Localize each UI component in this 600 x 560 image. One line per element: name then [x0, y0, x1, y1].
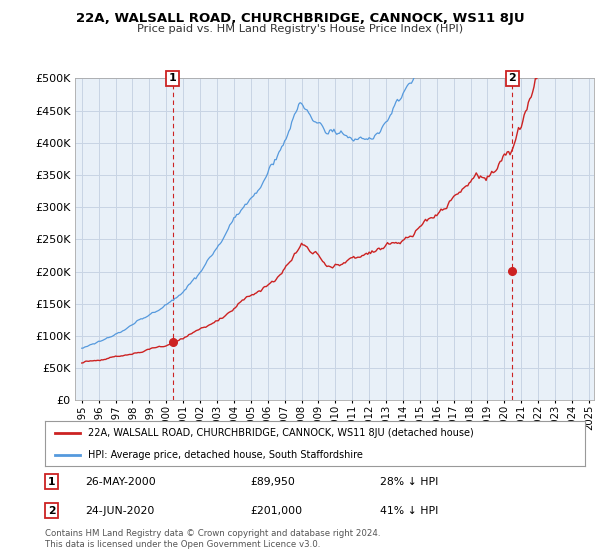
Text: 22A, WALSALL ROAD, CHURCHBRIDGE, CANNOCK, WS11 8JU (detached house): 22A, WALSALL ROAD, CHURCHBRIDGE, CANNOCK… [88, 428, 474, 438]
Text: £201,000: £201,000 [250, 506, 302, 516]
Text: HPI: Average price, detached house, South Staffordshire: HPI: Average price, detached house, Sout… [88, 450, 363, 460]
Text: 28% ↓ HPI: 28% ↓ HPI [380, 477, 438, 487]
Text: £89,950: £89,950 [250, 477, 295, 487]
Text: 1: 1 [169, 73, 176, 83]
Text: 22A, WALSALL ROAD, CHURCHBRIDGE, CANNOCK, WS11 8JU: 22A, WALSALL ROAD, CHURCHBRIDGE, CANNOCK… [76, 12, 524, 25]
Text: Contains HM Land Registry data © Crown copyright and database right 2024.
This d: Contains HM Land Registry data © Crown c… [45, 529, 380, 549]
Text: 2: 2 [508, 73, 516, 83]
Text: Price paid vs. HM Land Registry's House Price Index (HPI): Price paid vs. HM Land Registry's House … [137, 24, 463, 34]
Text: 1: 1 [48, 477, 55, 487]
Text: 41% ↓ HPI: 41% ↓ HPI [380, 506, 438, 516]
Text: 26-MAY-2000: 26-MAY-2000 [86, 477, 156, 487]
Text: 24-JUN-2020: 24-JUN-2020 [86, 506, 155, 516]
Text: 2: 2 [47, 506, 55, 516]
